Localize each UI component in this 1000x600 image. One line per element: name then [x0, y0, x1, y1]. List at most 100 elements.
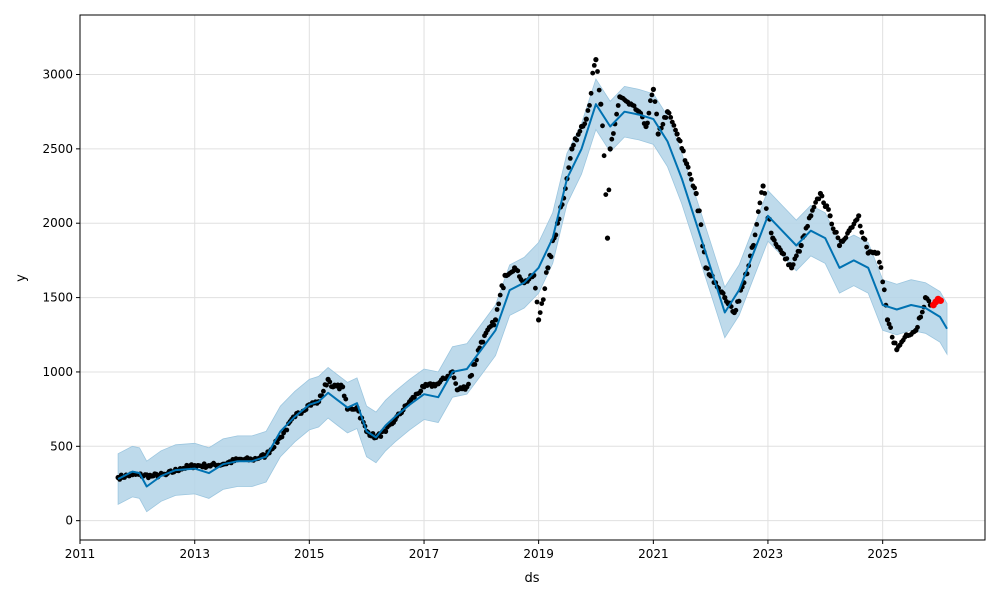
x-tick-label: 2011: [65, 547, 96, 561]
observed-point: [534, 299, 540, 305]
observed-point: [835, 235, 841, 241]
observed-point: [790, 262, 796, 267]
observed-point: [501, 285, 506, 291]
observed-point: [601, 153, 607, 159]
observed-point: [536, 317, 542, 323]
observed-point: [593, 57, 599, 63]
y-tick-label: 2500: [42, 142, 73, 156]
observed-point: [652, 99, 658, 104]
observed-point: [889, 334, 895, 340]
x-tick-label: 2021: [638, 547, 669, 561]
observed-point: [827, 213, 833, 219]
recent-point: [937, 297, 944, 304]
observed-point: [819, 193, 825, 199]
x-axis: 2011 2013 2015 2017 2019 2021 2023 2025: [65, 540, 898, 561]
observed-point: [497, 292, 503, 298]
grid: [79, 15, 985, 540]
observed-point: [698, 222, 704, 228]
observed-point: [677, 138, 683, 144]
x-tick-label: 2019: [523, 547, 554, 561]
observed-point: [892, 340, 898, 346]
observed-point: [760, 183, 766, 189]
observed-point: [587, 103, 592, 108]
observed-point: [755, 209, 761, 215]
y-tick-label: 500: [50, 439, 73, 453]
observed-point: [915, 324, 920, 330]
observed-point: [585, 108, 591, 113]
observed-point: [567, 156, 573, 161]
observed-point: [722, 295, 728, 301]
observed-point: [279, 434, 285, 440]
observed-point: [750, 242, 757, 249]
observed-point: [671, 123, 677, 128]
plot-frame: [79, 14, 986, 541]
observed-point: [771, 237, 777, 243]
observed-point: [736, 298, 742, 304]
x-tick-label: 2015: [294, 547, 325, 561]
observed-point: [492, 317, 499, 323]
forecast-line-path: [117, 103, 948, 488]
observed-point: [875, 250, 881, 256]
observed-point: [631, 103, 637, 109]
observed-point: [491, 322, 497, 328]
observed-point: [685, 164, 691, 170]
observed-point: [453, 381, 459, 386]
x-axis-label: ds: [524, 571, 539, 586]
observed-point: [650, 86, 657, 92]
y-axis-label: y: [14, 274, 29, 282]
observed-point: [284, 427, 290, 433]
observed-point: [588, 90, 594, 96]
observed-point: [595, 69, 600, 74]
observed-point: [705, 266, 710, 271]
observed-point: [798, 242, 804, 249]
observed-point: [539, 301, 545, 306]
observed-point: [697, 208, 702, 214]
observed-point: [919, 309, 925, 315]
observed-point: [548, 254, 554, 260]
observed-point: [692, 185, 697, 191]
recent-points: [930, 295, 944, 309]
observed-point: [590, 70, 596, 76]
uncertainty-band: [117, 78, 948, 513]
observed-point: [673, 127, 678, 133]
y-tick-label: 1500: [42, 291, 73, 305]
observed-point: [720, 290, 726, 296]
observed-point: [674, 131, 680, 137]
observed-point: [571, 142, 576, 148]
observed-point: [378, 434, 384, 439]
observed-point: [693, 190, 699, 197]
observed-point: [859, 230, 865, 235]
y-tick-label: 0: [65, 514, 73, 528]
observed-point: [857, 223, 863, 229]
observed-point: [466, 381, 471, 387]
observed-point: [582, 121, 588, 127]
observed-point: [864, 244, 869, 250]
observed-point: [668, 115, 674, 120]
observed-point: [545, 265, 551, 271]
observed-point: [654, 111, 659, 117]
observed-point: [324, 382, 329, 388]
observed-point: [615, 103, 621, 108]
observed-point: [603, 192, 609, 198]
observed-point: [918, 314, 924, 320]
observed-point: [836, 242, 843, 249]
observed-point: [577, 128, 583, 134]
observed-point: [768, 230, 774, 236]
observed-point: [762, 191, 768, 196]
observed-point: [655, 131, 661, 137]
observed-point: [663, 115, 669, 120]
x-tick-label: 2023: [753, 547, 784, 561]
observed-point: [614, 111, 619, 117]
observed-point: [343, 396, 349, 402]
observed-point: [494, 307, 500, 312]
observed-point: [811, 204, 817, 210]
observed-point: [763, 206, 769, 212]
observed-point: [569, 146, 575, 152]
observed-point: [862, 237, 868, 242]
observed-point: [794, 253, 799, 259]
observed-point: [604, 235, 611, 241]
observed-point: [606, 187, 612, 193]
x-tick-label: 2013: [179, 547, 210, 561]
observed-point: [660, 121, 666, 127]
